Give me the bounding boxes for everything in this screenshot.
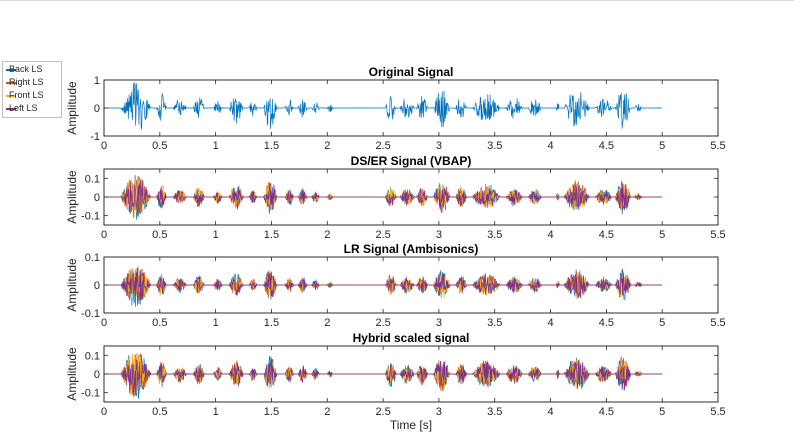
y-axis-label: Amplitude <box>65 258 79 312</box>
x-tick-label: 3.5 <box>487 140 502 152</box>
x-tick-label: 0 <box>101 317 107 329</box>
chart-ds-er: 0 0.5 1 1.5 2 2.5 3 3.5 4 4.5 5 5.5-0.100.1DS/ER Si… <box>65 154 726 241</box>
legend-label-front: Front LS <box>9 90 44 100</box>
y-axis-label: Amplitude <box>65 170 79 224</box>
x-tick-label: 0.5 <box>152 140 167 152</box>
x-tick-label: 1.5 <box>264 406 279 418</box>
legend-item-left: Left LS <box>3 102 63 115</box>
x-tick-label: 2.5 <box>375 229 390 241</box>
y-tick-label: -0.1 <box>81 211 100 223</box>
legend-item-right: Right LS <box>3 76 63 89</box>
x-tick-label: 4.5 <box>599 317 614 329</box>
x-tick-label: 5 <box>659 317 665 329</box>
legend-label-left: Left LS <box>9 103 38 113</box>
series-lr-3 <box>103 268 663 302</box>
y-axis-label: Amplitude <box>65 347 79 401</box>
legend-item-front: Front LS <box>3 89 63 102</box>
y-tick-label: 0.1 <box>85 252 100 264</box>
y-tick-label: -0.1 <box>81 388 100 400</box>
x-tick-label: 4.5 <box>599 229 614 241</box>
y-tick-label: 0 <box>94 369 100 381</box>
x-tick-label: 4 <box>547 317 553 329</box>
y-tick-label: 0 <box>94 192 100 204</box>
x-tick-label: 2 <box>324 317 330 329</box>
x-tick-label: 3.5 <box>487 406 502 418</box>
y-tick-label: 0.1 <box>85 173 100 185</box>
x-tick-label: 2 <box>324 229 330 241</box>
chart-title: Hybrid scaled signal <box>353 331 470 345</box>
x-tick-label: 0 <box>101 229 107 241</box>
series-hybrid-3 <box>103 359 663 396</box>
x-tick-label: 1 <box>213 317 219 329</box>
legend-item-back: Back LS <box>3 63 63 76</box>
x-tick-label: 4 <box>547 406 553 418</box>
x-tick-label: 2 <box>324 406 330 418</box>
x-tick-label: 3 <box>436 317 442 329</box>
x-tick-label: 3 <box>436 229 442 241</box>
y-tick-label: 0.1 <box>85 350 100 362</box>
x-tick-label: 3.5 <box>487 229 502 241</box>
x-axis-label: Time [s] <box>390 418 432 432</box>
legend-swatch-back <box>6 69 16 71</box>
x-tick-label: 1 <box>213 229 219 241</box>
x-tick-label: 5.5 <box>710 406 725 418</box>
chart-title: Original Signal <box>369 65 454 79</box>
x-tick-label: 3 <box>436 140 442 152</box>
x-tick-label: 1.5 <box>264 317 279 329</box>
x-tick-label: 0.5 <box>152 317 167 329</box>
legend-swatch-front <box>6 95 16 97</box>
y-tick-label: 1 <box>94 75 100 87</box>
x-tick-label: 1 <box>213 406 219 418</box>
x-tick-label: 1.5 <box>264 140 279 152</box>
x-tick-label: 4 <box>547 140 553 152</box>
chart-title: DS/ER Signal (VBAP) <box>351 154 472 168</box>
x-tick-label: 3.5 <box>487 317 502 329</box>
x-tick-label: 4.5 <box>599 140 614 152</box>
x-tick-label: 4 <box>547 229 553 241</box>
x-tick-label: 5.5 <box>710 140 725 152</box>
x-tick-label: 5 <box>659 229 665 241</box>
legend: Back LS Right LS Front LS Left LS <box>2 61 62 118</box>
y-axis-label: Amplitude <box>65 81 79 135</box>
x-tick-label: 2 <box>324 140 330 152</box>
legend-label-back: Back LS <box>9 64 43 74</box>
x-tick-label: 1.5 <box>264 229 279 241</box>
x-tick-label: 3 <box>436 406 442 418</box>
y-tick-label: 0 <box>94 103 100 115</box>
legend-swatch-right <box>6 82 16 84</box>
x-tick-label: 2.5 <box>375 140 390 152</box>
y-tick-label: -0.1 <box>81 308 100 320</box>
x-tick-label: 2.5 <box>375 317 390 329</box>
top-divider <box>0 0 794 1</box>
x-tick-label: 0 <box>101 406 107 418</box>
x-tick-label: 2.5 <box>375 406 390 418</box>
x-tick-label: 0.5 <box>152 406 167 418</box>
chart-title: LR Signal (Ambisonics) <box>344 242 479 256</box>
y-tick-label: 0 <box>94 280 100 292</box>
x-tick-label: 5 <box>659 406 665 418</box>
x-tick-label: 4.5 <box>599 406 614 418</box>
x-tick-label: 1 <box>213 140 219 152</box>
x-tick-label: 5.5 <box>710 229 725 241</box>
x-tick-label: 0.5 <box>152 229 167 241</box>
legend-swatch-left <box>6 108 16 110</box>
x-tick-label: 5 <box>659 140 665 152</box>
x-tick-label: 5.5 <box>710 317 725 329</box>
series-ds-er-3 <box>104 179 663 213</box>
series-original-0 <box>103 82 663 130</box>
legend-label-right: Right LS <box>9 77 44 87</box>
chart-lr: 0 0.5 1 1.5 2 2.5 3 3.5 4 4.5 5 5.5-0.100.1LR Signa… <box>65 242 726 329</box>
x-tick-label: 0 <box>101 140 107 152</box>
y-tick-label: -1 <box>90 131 100 143</box>
